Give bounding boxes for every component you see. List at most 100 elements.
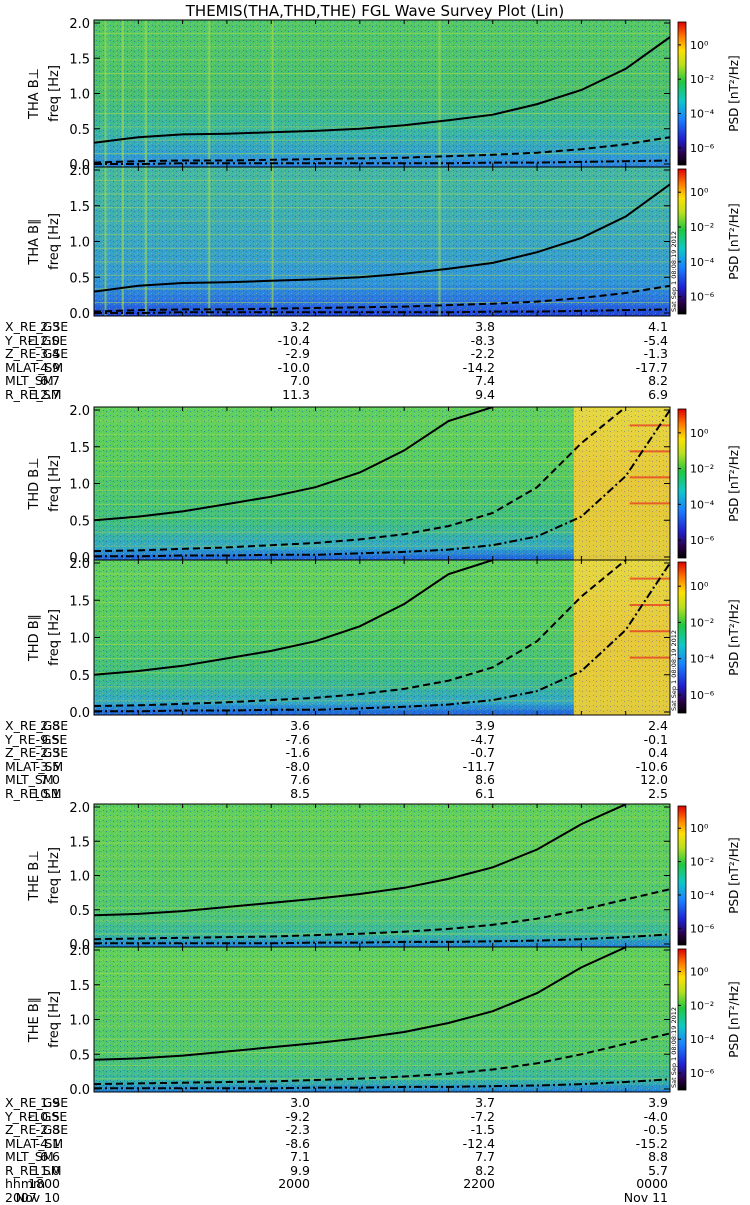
ephemeris-value: 6.7: [40, 373, 60, 388]
y-tick-label: 0.0: [69, 706, 90, 721]
spectrogram-texture: [94, 20, 670, 167]
colorbar-tick-label: 10⁻⁴: [690, 256, 715, 269]
ephemeris-label: X_RE_GSE: [5, 1095, 69, 1110]
frequency-curve-dashed: [94, 1032, 670, 1086]
timestamp-stamp: Sat Sep 1 08:08:19 2012: [670, 1007, 678, 1088]
colorbar: [677, 168, 687, 315]
ephemeris-value: 6.1: [475, 785, 495, 801]
ephemeris-value: -8.6: [285, 1135, 310, 1151]
frequency-curve-dashdot: [94, 308, 670, 314]
colorbar-tick-label: 10⁰: [690, 966, 709, 979]
ephemeris-value: 7.0: [290, 373, 310, 388]
colorbar-tick-label: 10⁻⁴: [690, 108, 715, 121]
ephemeris-label: MLT_SM: [5, 373, 54, 388]
ephemeris-value: -9.2: [285, 1108, 310, 1124]
ephemeris-value: -4.7: [470, 731, 495, 747]
ephemeris-value: 2.3: [40, 319, 60, 334]
ephemeris-label: X_RE_GSE: [5, 319, 69, 334]
colorbar-tick-label: 10⁻⁶: [690, 689, 715, 702]
y-tick-label: 2.0: [69, 164, 90, 179]
ephemeris-value: -12.4: [462, 1135, 495, 1151]
colorbar-label: PSD [nT²/Hz]: [727, 55, 741, 131]
ephemeris-value: -1.3: [643, 346, 668, 361]
colorbar-tick-label: 10⁻⁴: [690, 653, 715, 666]
y-tick-label: 0.5: [69, 669, 90, 684]
frequency-curve-dashdot: [94, 159, 670, 165]
colorbar-label: PSD [nT²/Hz]: [727, 445, 741, 521]
ephemeris-label: Z_RE_GSE: [5, 745, 69, 760]
ephemeris-value: -0.1: [643, 731, 668, 747]
ephemeris-label: MLT_SM: [5, 1149, 54, 1164]
y-tick-label: 2.0: [69, 17, 90, 32]
y-axis-probe-label: THE B⊥: [27, 850, 42, 901]
frequency-curve-solid: [94, 407, 494, 522]
ephemeris-value: 2000: [278, 1176, 310, 1191]
ephemeris-value: -4.1: [35, 1135, 60, 1151]
y-tick-label: 1.5: [69, 979, 90, 994]
frequency-curve-dashdot: [94, 409, 670, 558]
ephemeris-value: 9.9: [290, 1162, 310, 1178]
colorbar-tick-label: 10⁻⁴: [690, 1033, 715, 1046]
colorbar-label: PSD [nT²/Hz]: [727, 203, 741, 279]
ephemeris-value: 3.9: [648, 1095, 668, 1110]
spectrogram-panel-the-perp: 2.0 1.5 1.0 0.5 0.0 THE B⊥ freq [Hz] 10⁰ 10⁻² 10⁻…: [27, 801, 741, 953]
ephemeris-value: 7.4: [475, 373, 495, 388]
ephemeris-value: 2200: [463, 1176, 495, 1191]
ephemeris-label: R_RE_SM: [5, 1162, 62, 1178]
ephemeris-value: 2.5: [648, 785, 668, 801]
y-tick-label: 0.0: [69, 307, 90, 322]
frequency-curve-dashed: [94, 136, 670, 164]
frequency-curve-dashdot: [94, 562, 670, 713]
spectrogram-texture: [94, 804, 670, 947]
ephemeris-value: -4.9: [35, 359, 60, 375]
ephemeris-label: MLAT_SM: [5, 1135, 64, 1151]
ephemeris-value: 0.4: [648, 745, 668, 760]
colorbar-tick-label: 10⁰: [690, 580, 709, 593]
y-tick-label: 2.0: [69, 557, 90, 572]
ephemeris-value: -0.7: [470, 745, 495, 760]
frequency-curve-solid: [94, 183, 670, 293]
ephemeris-value: 12.0: [640, 772, 668, 787]
ephemeris-value: 8.6: [475, 772, 495, 787]
colorbar-tick-label: 10⁰: [690, 427, 709, 440]
y-tick-label: 1.5: [69, 441, 90, 456]
frequency-curve-solid: [94, 947, 627, 1061]
ephemeris-value: 2.4: [648, 718, 668, 733]
y-tick-label: 1.0: [69, 1014, 90, 1029]
ephemeris-label: MLT_SM: [5, 772, 54, 787]
y-tick-label: 1.0: [69, 88, 90, 103]
colorbar-label: PSD [nT²/Hz]: [727, 981, 741, 1057]
ephemeris-value: -2.9: [285, 346, 310, 361]
ephemeris-label: MLAT_SM: [5, 758, 64, 774]
ephemeris-value: 8.8: [648, 1149, 668, 1164]
ephemeris-value: 8.2: [475, 1162, 495, 1178]
y-tick-label: 1.5: [69, 200, 90, 215]
colorbar-tick-label: 10⁻²: [690, 221, 714, 234]
ephemeris-value: 0000: [636, 1176, 668, 1191]
y-tick-label: 1.5: [69, 594, 90, 609]
y-tick-label: 0.0: [69, 551, 90, 566]
ephemeris-label: MLAT_SM: [5, 359, 64, 375]
ephemeris-value: -1.5: [470, 1122, 495, 1137]
spectrogram-texture: [94, 167, 670, 316]
ephemeris-value: 9.4: [475, 386, 495, 402]
ephemeris-label: hhmm: [5, 1176, 46, 1191]
colorbar-tick-label: 10⁻⁶: [690, 534, 715, 547]
ephemeris-label: Y_RE_GSE: [5, 731, 68, 747]
ephemeris-value: 6.6: [40, 1149, 60, 1164]
colorbar-tick-label: 10⁻²: [690, 463, 714, 476]
y-axis-unit-label: freq [Hz]: [47, 991, 62, 1048]
y-axis-probe-label: THA B⊥: [27, 68, 42, 120]
y-tick-label: 1.5: [69, 835, 90, 850]
y-tick-label: 0.0: [69, 1083, 90, 1098]
y-axis-probe-label: THD B∥: [27, 614, 42, 662]
colorbar: [677, 805, 687, 946]
frequency-curve-dashed: [94, 284, 670, 313]
spectrogram-panel-tha-par: 2.0 1.5 1.0 0.5 0.0 THA B∥ freq [Hz] 10⁰ 10⁻² 10⁻…: [27, 164, 741, 322]
ephemeris-value: 8.5: [290, 785, 310, 801]
ephemeris-value: -10.4: [277, 332, 310, 348]
colorbar-tick-label: 10⁰: [690, 822, 709, 835]
high-power-texture: [573, 560, 670, 715]
high-power-texture: [573, 407, 670, 560]
